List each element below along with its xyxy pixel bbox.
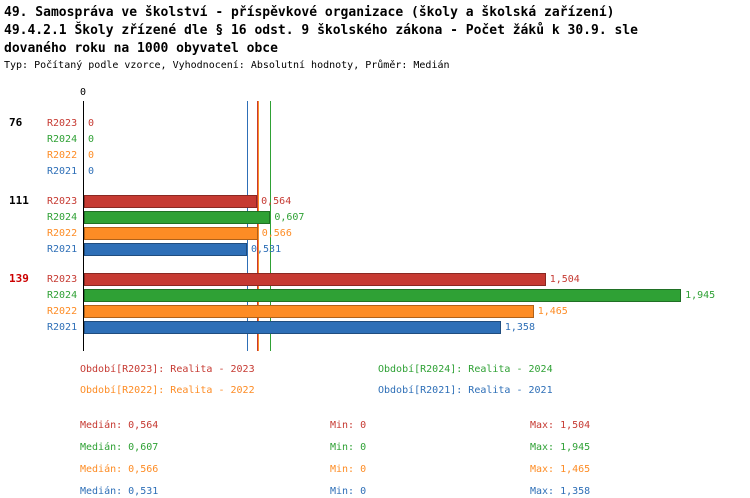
median-line-r2024 [270,101,272,351]
series-label-r2024: R2024 [47,289,78,301]
bar-group-111: 111 R2023 0,564 R2024 0,607 R2022 0,566 R2021 0,… [9,193,744,257]
value-label-r2024-111: 0,607 [274,211,305,223]
stat-max-r2023: Max: 1,504 [530,420,591,431]
legend-item-r2023: Období[R2023]: Realita - 2023 [80,364,255,375]
chart-title-line1: 49. Samospráva ve školství - příspěvkové… [4,5,615,20]
median-line-r2021 [247,101,248,351]
x-axis-zero-tick-label: 0 [80,87,87,98]
bar-row-r2021-111: R2021 0,531 [47,241,744,257]
bar-r2021-111 [84,242,247,256]
chart-title-line3: dovaného roku na 1000 obyvatel obce [4,41,278,56]
bar-row-r2022-111: R2022 0,566 [47,225,744,241]
group-label-76: 76 [9,116,23,129]
median-line-r2022 [257,101,259,351]
bar-r2023-111 [84,194,258,208]
series-label-r2024: R2024 [47,211,78,223]
group-label-139: 139 [9,272,29,285]
series-label-r2023: R2023 [47,195,78,207]
plot-area: 0 76 R2023 0 R2024 0 R2022 0 R2021 0 111 R2023 0,56… [9,87,744,351]
bar-r2021-139 [84,320,501,334]
bar-group-76: 76 R2023 0 R2024 0 R2022 0 R2021 0 [9,115,744,179]
bar-r2022-111 [84,226,258,240]
chart-header: 49. Samospráva ve školství - příspěvkové… [0,0,750,73]
value-label-r2023-76: 0 [88,117,95,129]
value-label-r2021-111: 0,531 [251,243,282,255]
stats-table: Medián: 0,564 Min: 0 Max: 1,504 Medián: 0,6… [80,419,720,498]
stat-min-r2024: Min: 0 [330,442,367,453]
legend: Období[R2023]: Realita - 2023 Období[R202… [80,363,700,397]
bar-row-r2023-139: R2023 1,504 [47,271,744,287]
series-label-r2022: R2022 [47,305,78,317]
stat-median-r2023: Medián: 0,564 [80,420,159,431]
bar-row-r2022-139: R2022 1,465 [47,303,744,319]
bar-row-r2022-76: R2022 0 [47,147,744,163]
bar-row-r2021-139: R2021 1,358 [47,319,744,335]
bar-row-r2023-76: R2023 0 [47,115,744,131]
stat-median-r2024: Medián: 0,607 [80,442,159,453]
series-label-r2022: R2022 [47,149,78,161]
chart-meta-line: Typ: Počítaný podle vzorce, Vyhodnocení:… [4,60,450,71]
stat-min-r2021: Min: 0 [330,486,367,497]
bar-row-r2023-111: R2023 0,564 [47,193,744,209]
value-label-r2024-139: 1,945 [685,289,716,301]
median-line-r2023 [257,101,259,351]
stat-min-r2023: Min: 0 [330,420,367,431]
stat-max-r2024: Max: 1,945 [530,442,591,453]
value-label-r2021-76: 0 [88,165,95,177]
value-label-r2022-76: 0 [88,149,95,161]
legend-item-r2021: Období[R2021]: Realita - 2021 [378,385,553,396]
value-label-r2022-111: 0,566 [261,227,292,239]
stat-min-r2022: Min: 0 [330,464,367,475]
bar-group-139: 139 R2023 1,504 R2024 1,945 R2022 1,465 R2021 1,… [9,271,744,335]
series-label-r2023: R2023 [47,117,78,129]
stat-median-r2021: Medián: 0,531 [80,486,159,497]
bar-row-r2024-111: R2024 0,607 [47,209,744,225]
bar-row-r2024-139: R2024 1,945 [47,287,744,303]
bar-r2023-139 [84,272,546,286]
legend-item-r2022: Období[R2022]: Realita - 2022 [80,385,255,396]
stat-median-r2022: Medián: 0,566 [80,464,159,475]
value-label-r2021-139: 1,358 [504,321,535,333]
chart-title-line2: 49.4.2.1 Školy zřízené dle § 16 odst. 9 … [4,23,638,38]
stat-max-r2021: Max: 1,358 [530,486,591,497]
series-label-r2021: R2021 [47,165,78,177]
series-label-r2024: R2024 [47,133,78,145]
bar-row-r2024-76: R2024 0 [47,131,744,147]
bar-r2024-139 [84,288,682,302]
bar-row-r2021-76: R2021 0 [47,163,744,179]
stat-max-r2022: Max: 1,465 [530,464,591,475]
value-label-r2023-139: 1,504 [549,273,580,285]
bar-r2024-111 [84,210,271,224]
group-label-111: 111 [9,194,29,207]
series-label-r2023: R2023 [47,273,78,285]
series-label-r2022: R2022 [47,227,78,239]
value-label-r2023-111: 0,564 [261,195,292,207]
legend-item-r2024: Období[R2024]: Realita - 2024 [378,364,553,375]
value-label-r2022-139: 1,465 [537,305,568,317]
series-label-r2021: R2021 [47,321,78,333]
bar-chart: 0 76 R2023 0 R2024 0 R2022 0 R2021 0 111 R2023 0,56… [0,87,750,351]
bar-r2022-139 [84,304,534,318]
value-label-r2024-76: 0 [88,133,95,145]
series-label-r2021: R2021 [47,243,78,255]
